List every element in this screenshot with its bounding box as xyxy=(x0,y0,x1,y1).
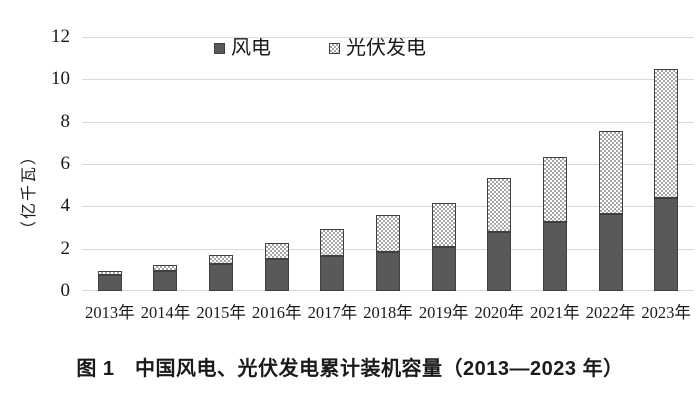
bar-segment-pv-2018年 xyxy=(376,215,400,253)
y-tick-label-2: 2 xyxy=(60,237,71,259)
gridline-12 xyxy=(82,37,694,38)
y-tick-label-8: 8 xyxy=(60,110,71,132)
pv-legend-swatch-icon xyxy=(329,42,340,54)
bar-segment-pv-2019年 xyxy=(431,203,456,247)
gridline-4 xyxy=(82,206,694,208)
x-tick-label-2019年: 2019年 xyxy=(418,303,469,322)
x-tick-label-2020年: 2020年 xyxy=(474,303,525,322)
bar-segment-pv-2013年 xyxy=(97,270,122,275)
bar-segment-wind-2020年 xyxy=(487,231,512,291)
bar-segment-pv-2020年 xyxy=(487,177,512,232)
y-tick-label-4: 4 xyxy=(60,195,71,217)
bar-segment-wind-2013年 xyxy=(97,274,122,291)
legend-item-pv: 光伏发电 xyxy=(329,36,426,60)
x-tick-label-2013年: 2013年 xyxy=(85,303,135,322)
x-tick-label-2014年: 2014年 xyxy=(140,303,191,322)
x-tick-label-2018年: 2018年 xyxy=(363,303,413,322)
bar-segment-pv-2021年 xyxy=(542,156,567,222)
legend-item-wind: 风电 xyxy=(214,36,271,60)
x-tick-label-2022年: 2022年 xyxy=(585,303,636,322)
gridline-8 xyxy=(82,121,694,123)
x-tick-label-2017年: 2017年 xyxy=(307,303,358,322)
y-tick-label-12: 12 xyxy=(51,26,70,47)
x-tick-label-2023年: 2023年 xyxy=(641,303,691,322)
y-axis: （亿千瓦） 12 10 8 6 4 2 0 xyxy=(0,0,82,400)
bar-segment-wind-2015年 xyxy=(209,263,234,291)
legend-label-pv: 光伏发电 xyxy=(346,37,426,59)
bar-segment-wind-2016年 xyxy=(264,259,289,291)
bar-segment-wind-2018年 xyxy=(376,252,400,291)
y-tick-label-10: 10 xyxy=(51,68,70,90)
y-tick-label-0: 0 xyxy=(60,280,71,301)
bar-segment-pv-2014年 xyxy=(153,264,178,271)
x-tick-label-2015年: 2015年 xyxy=(196,303,246,322)
figure-caption: 图 1 中国风电、光伏发电累计装机容量（2013—2023 年） xyxy=(76,358,624,380)
bar-segment-wind-2023年 xyxy=(654,197,679,291)
bar-segment-wind-2019年 xyxy=(431,246,456,291)
x-tick-label-2016年: 2016年 xyxy=(251,303,302,322)
bar-segment-pv-2017年 xyxy=(320,228,345,257)
x-axis: 2013年 2014年 2015年 2016年 2017年 2018年 2019年 2020年… xyxy=(0,301,700,327)
bar-segment-pv-2022年 xyxy=(598,130,623,214)
bar-segment-pv-2016年 xyxy=(264,243,289,260)
bar-segment-wind-2014年 xyxy=(153,270,178,291)
gridline-10 xyxy=(82,79,694,81)
bar-segment-wind-2022年 xyxy=(598,213,623,291)
legend: 风电 光伏发电 xyxy=(214,36,426,60)
y-tick-label-6: 6 xyxy=(60,153,71,174)
plot-area xyxy=(82,37,694,291)
gridline-6 xyxy=(82,164,694,165)
bar-segment-wind-2021年 xyxy=(542,221,567,291)
x-tick-label-2021年: 2021年 xyxy=(530,303,580,322)
bar-segment-wind-2017年 xyxy=(320,256,345,291)
wind-legend-swatch-icon xyxy=(214,42,225,54)
legend-label-wind: 风电 xyxy=(231,37,271,59)
bar-segment-pv-2015年 xyxy=(209,254,234,264)
bar-segment-pv-2023年 xyxy=(654,68,679,198)
